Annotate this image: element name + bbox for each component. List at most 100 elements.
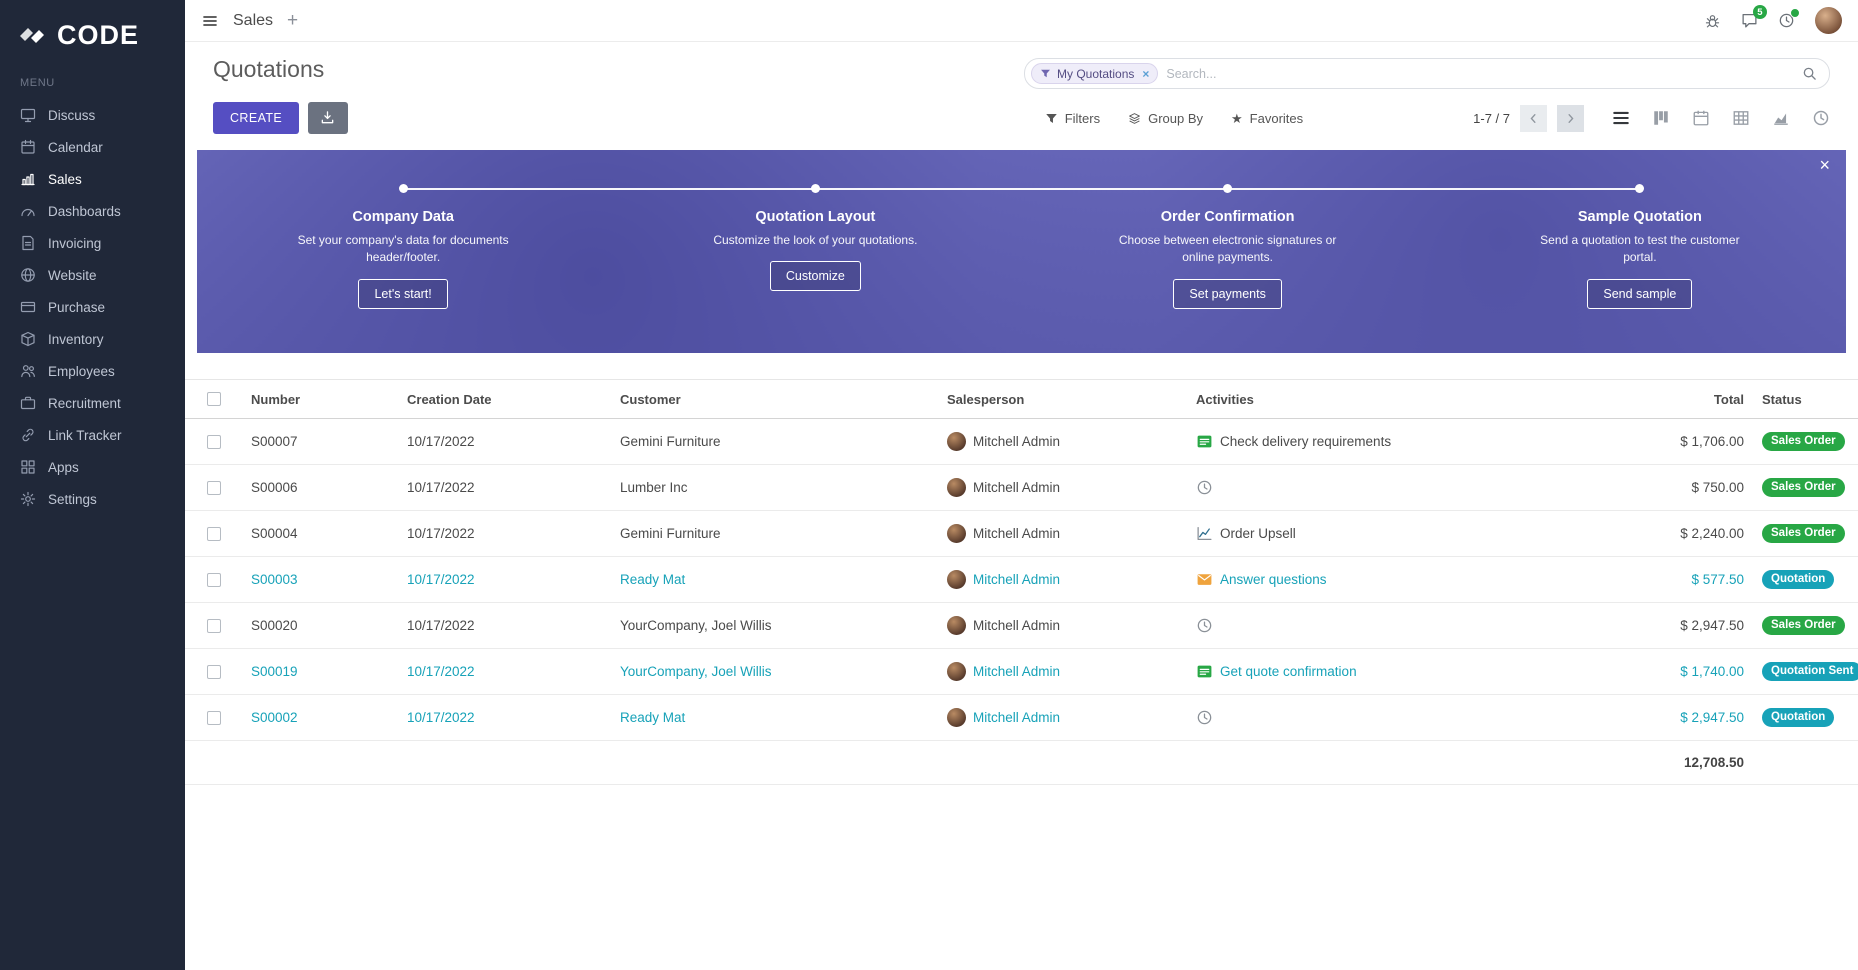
search-icon[interactable] bbox=[1802, 66, 1817, 81]
table-row[interactable]: S00002 10/17/2022 Ready Mat Mitchell Adm… bbox=[185, 695, 1858, 741]
messages-icon[interactable]: 5 bbox=[1741, 5, 1767, 29]
sidebar-item-link-tracker[interactable]: Link Tracker bbox=[0, 419, 185, 451]
app-logo[interactable]: CODE bbox=[0, 0, 185, 75]
step-title: Company Data bbox=[352, 209, 454, 225]
filters-button[interactable]: Filters bbox=[1045, 111, 1100, 126]
cell-number: S00020 bbox=[251, 618, 298, 633]
cell-activity-label: Check delivery requirements bbox=[1220, 434, 1392, 449]
favorites-button[interactable]: ★ Favorites bbox=[1231, 111, 1303, 126]
sidebar-item-label: Settings bbox=[48, 491, 97, 507]
search-facet[interactable]: My Quotations × bbox=[1031, 63, 1159, 84]
cell-number: S00019 bbox=[251, 664, 298, 679]
sidebar-item-calendar[interactable]: Calendar bbox=[0, 131, 185, 163]
app-menu-title[interactable]: Sales bbox=[233, 11, 274, 29]
sidebar-item-dashboards[interactable]: Dashboards bbox=[0, 195, 185, 227]
step-title: Quotation Layout bbox=[755, 209, 876, 225]
sidebar-item-invoicing[interactable]: Invoicing bbox=[0, 227, 185, 259]
status-badge: Sales Order bbox=[1762, 616, 1845, 635]
column-header-status[interactable]: Status bbox=[1762, 391, 1802, 407]
export-button[interactable] bbox=[308, 102, 349, 134]
column-header-total[interactable]: Total bbox=[1713, 391, 1744, 407]
sidebar-item-recruitment[interactable]: Recruitment bbox=[0, 387, 185, 419]
sidebar-item-sales[interactable]: Sales bbox=[0, 163, 185, 195]
row-checkbox[interactable] bbox=[207, 434, 221, 449]
hamburger-menu-icon[interactable] bbox=[201, 13, 219, 29]
column-header-salesperson[interactable]: Salesperson bbox=[947, 391, 1025, 407]
cell-salesperson-name: Mitchell Admin bbox=[973, 526, 1061, 541]
row-checkbox[interactable] bbox=[207, 710, 221, 725]
debug-bug-icon[interactable] bbox=[1704, 12, 1721, 29]
sidebar-item-apps[interactable]: Apps bbox=[0, 451, 185, 483]
table-row[interactable]: S00007 10/17/2022 Gemini Furniture Mitch… bbox=[185, 419, 1858, 465]
column-header-customer[interactable]: Customer bbox=[620, 391, 681, 407]
sidebar-item-purchase[interactable]: Purchase bbox=[0, 291, 185, 323]
tasks-icon[interactable] bbox=[1196, 433, 1213, 450]
step-button[interactable]: Send sample bbox=[1587, 278, 1693, 309]
sidebar-item-discuss[interactable]: Discuss bbox=[0, 99, 185, 131]
tasks-icon[interactable] bbox=[1196, 663, 1213, 680]
kanban-view-icon[interactable] bbox=[1652, 109, 1670, 127]
funnel-icon bbox=[1045, 112, 1058, 125]
create-button[interactable]: CREATE bbox=[213, 102, 300, 134]
row-checkbox[interactable] bbox=[207, 618, 221, 633]
sidebar-item-label: Website bbox=[48, 267, 97, 283]
sidebar-item-website[interactable]: Website bbox=[0, 259, 185, 291]
table-row[interactable]: S00020 10/17/2022 YourCompany, Joel Will… bbox=[185, 603, 1858, 649]
cell-activity: Answer questions bbox=[1196, 571, 1619, 588]
box-icon bbox=[20, 331, 36, 347]
search-input[interactable] bbox=[1158, 66, 1802, 81]
envelope-icon[interactable] bbox=[1196, 571, 1213, 588]
cell-salesperson: Mitchell Admin bbox=[947, 432, 1196, 451]
table-row[interactable]: S00003 10/17/2022 Ready Mat Mitchell Adm… bbox=[185, 557, 1858, 603]
row-checkbox[interactable] bbox=[207, 526, 221, 541]
sidebar-item-employees[interactable]: Employees bbox=[0, 355, 185, 387]
pager-next-button[interactable] bbox=[1557, 104, 1584, 132]
cell-date: 10/17/2022 bbox=[407, 480, 475, 495]
row-checkbox[interactable] bbox=[207, 480, 221, 495]
sidebar-item-label: Sales bbox=[48, 171, 82, 187]
table-row[interactable]: S00006 10/17/2022 Lumber Inc Mitchell Ad… bbox=[185, 465, 1858, 511]
step-button[interactable]: Set payments bbox=[1173, 278, 1282, 309]
calendar-view-icon[interactable] bbox=[1692, 109, 1710, 127]
pivot-view-icon[interactable] bbox=[1732, 109, 1750, 127]
step-button[interactable]: Customize bbox=[769, 261, 861, 292]
cell-activity bbox=[1196, 617, 1619, 634]
clock-icon[interactable] bbox=[1196, 617, 1213, 634]
step-description: Customize the look of your quotations. bbox=[713, 233, 918, 247]
sidebar-item-label: Purchase bbox=[48, 299, 106, 315]
cell-salesperson: Mitchell Admin bbox=[947, 616, 1196, 635]
sidebar-item-label: Invoicing bbox=[48, 235, 102, 251]
facet-remove-icon[interactable]: × bbox=[1142, 66, 1150, 81]
activities-clock-icon[interactable] bbox=[1778, 8, 1800, 29]
clock-icon[interactable] bbox=[1196, 479, 1213, 496]
graph-view-icon[interactable] bbox=[1772, 109, 1790, 127]
step-button[interactable]: Let's start! bbox=[358, 278, 448, 309]
select-all-checkbox[interactable] bbox=[207, 392, 221, 406]
cell-activity: Get quote confirmation bbox=[1196, 663, 1619, 680]
linechart-icon[interactable] bbox=[1196, 525, 1213, 542]
plus-icon[interactable]: + bbox=[287, 10, 299, 31]
row-checkbox[interactable] bbox=[207, 572, 221, 587]
column-header-number[interactable]: Number bbox=[251, 391, 301, 407]
table-row[interactable]: S00019 10/17/2022 YourCompany, Joel Will… bbox=[185, 649, 1858, 695]
user-avatar[interactable] bbox=[1815, 7, 1842, 34]
cell-date: 10/17/2022 bbox=[407, 526, 475, 541]
search-facet-label: My Quotations bbox=[1057, 66, 1135, 81]
column-header-activities[interactable]: Activities bbox=[1196, 391, 1254, 407]
row-checkbox[interactable] bbox=[207, 664, 221, 679]
clock-icon[interactable] bbox=[1196, 709, 1213, 726]
onboarding-step: Order Confirmation Choose between electr… bbox=[1022, 176, 1434, 309]
search-bar[interactable]: My Quotations × bbox=[1024, 58, 1830, 89]
sidebar-item-inventory[interactable]: Inventory bbox=[0, 323, 185, 355]
table-row[interactable]: S00004 10/17/2022 Gemini Furniture Mitch… bbox=[185, 511, 1858, 557]
column-header-creation-date[interactable]: Creation Date bbox=[407, 391, 492, 407]
cell-salesperson-name: Mitchell Admin bbox=[973, 434, 1061, 449]
sidebar-item-settings[interactable]: Settings bbox=[0, 483, 185, 515]
pager-previous-button[interactable] bbox=[1520, 104, 1547, 132]
group-by-button[interactable]: Group By bbox=[1128, 111, 1203, 126]
banner-close-icon[interactable]: × bbox=[1819, 155, 1830, 175]
cell-total: $ 577.50 bbox=[1691, 572, 1744, 587]
list-view-icon[interactable] bbox=[1612, 109, 1630, 127]
activity-view-icon[interactable] bbox=[1812, 109, 1830, 127]
cell-date: 10/17/2022 bbox=[407, 710, 475, 725]
